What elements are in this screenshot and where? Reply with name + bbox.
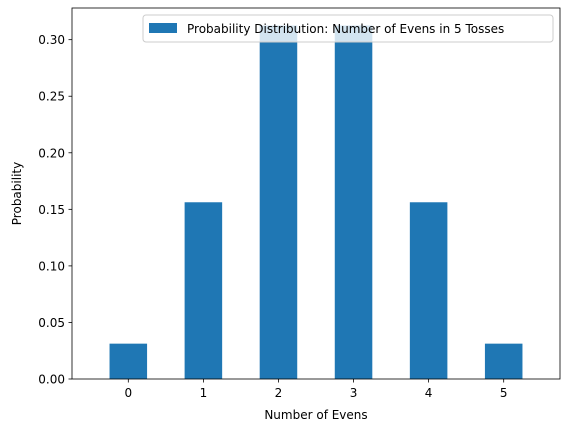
bar-3 [334, 25, 373, 379]
x-tick-label: 1 [200, 386, 208, 400]
x-axis-ticks: 0 1 2 3 4 5 [124, 379, 508, 400]
bar-0 [109, 343, 148, 379]
bar-4 [409, 202, 448, 379]
plot-frame [71, 7, 561, 380]
x-tick-label: 2 [275, 386, 283, 400]
y-tick-label: 0.15 [38, 203, 65, 217]
legend-swatch [149, 23, 177, 33]
y-tick-label: 0.20 [38, 146, 65, 160]
legend-box [142, 14, 554, 43]
y-tick-label: 0.05 [38, 316, 65, 330]
bar-1 [184, 202, 223, 379]
y-axis-label: Probability [10, 162, 24, 225]
y-tick-label: 0.25 [38, 90, 65, 104]
x-axis-label: Number of Evens [264, 408, 367, 422]
y-tick-label: 0.10 [38, 259, 65, 273]
bar-2 [259, 25, 298, 379]
y-axis-ticks: 0.00 0.05 0.10 0.15 0.20 0.25 0.30 [38, 33, 72, 387]
x-tick-label: 4 [425, 386, 433, 400]
x-tick-label: 0 [124, 386, 132, 400]
x-tick-label: 5 [500, 386, 508, 400]
y-tick-label: 0.30 [38, 33, 65, 47]
legend-label: Probability Distribution: Number of Even… [187, 22, 504, 36]
bars-layer [109, 25, 523, 379]
x-tick-label: 3 [350, 386, 358, 400]
bar-5 [484, 343, 523, 379]
legend: Probability Distribution: Number of Even… [142, 14, 554, 43]
y-tick-label: 0.00 [38, 373, 65, 387]
